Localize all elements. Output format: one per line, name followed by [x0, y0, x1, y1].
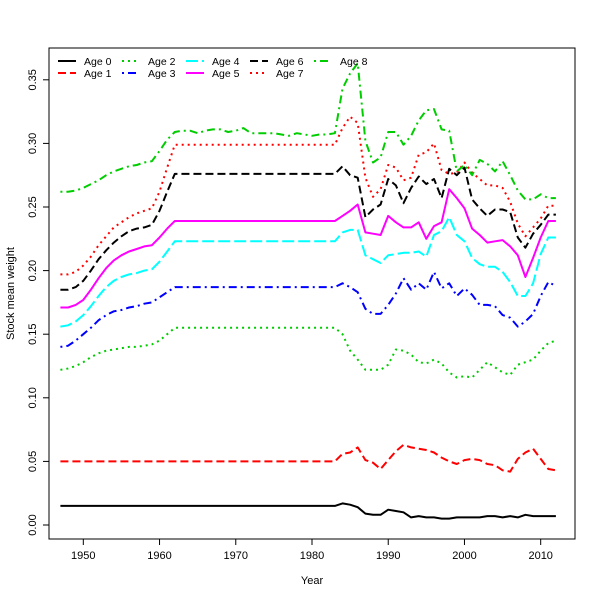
legend-label: Age 7 [276, 68, 304, 80]
series-line-age-4 [60, 216, 556, 328]
y-axis-title: Stock mean weight [5, 247, 17, 340]
legend-label: Age 4 [212, 56, 240, 68]
legend-label: Age 3 [148, 68, 176, 80]
x-axis: 1950 1960 1970 1980 1990 2000 2010 [71, 539, 553, 562]
x-tick-label: 1980 [300, 550, 324, 562]
series-line-age-1 [60, 443, 557, 473]
x-tick-label: 1950 [71, 550, 95, 562]
y-tick-label: 0.00 [27, 514, 39, 535]
x-tick-label: 1990 [376, 550, 400, 562]
y-tick-label: 0.20 [27, 260, 39, 281]
y-tick-label: 0.25 [27, 196, 39, 217]
legend-label: Age 2 [148, 56, 176, 68]
series-line-age-5 [60, 188, 556, 309]
x-tick-label: 2010 [528, 550, 552, 562]
series-line-age-8 [60, 62, 556, 201]
series-line-age-2 [60, 326, 557, 379]
x-tick-label: 1960 [147, 550, 171, 562]
legend-label: Age 0 [84, 56, 112, 68]
legend-label: Age 8 [340, 56, 368, 68]
series-line-age-0 [60, 502, 556, 520]
y-axis: 0.00 0.05 0.10 0.15 0.20 0.25 0.30 0.35 [27, 69, 49, 536]
x-axis-title: Year [301, 575, 324, 587]
x-tick-label: 2000 [452, 550, 476, 562]
legend-label: Age 5 [212, 68, 240, 80]
x-tick-label: 1970 [224, 550, 248, 562]
y-tick-label: 0.10 [27, 387, 39, 408]
y-tick-label: 0.35 [27, 69, 39, 90]
series-line-age-6 [60, 165, 556, 291]
y-tick-label: 0.15 [27, 323, 39, 344]
legend-label: Age 6 [276, 56, 304, 68]
legend-label: Age 1 [84, 68, 112, 80]
series-layer [60, 62, 557, 520]
series-line-age-7 [60, 115, 556, 276]
y-tick-label: 0.30 [27, 133, 39, 154]
y-tick-label: 0.05 [27, 451, 39, 472]
